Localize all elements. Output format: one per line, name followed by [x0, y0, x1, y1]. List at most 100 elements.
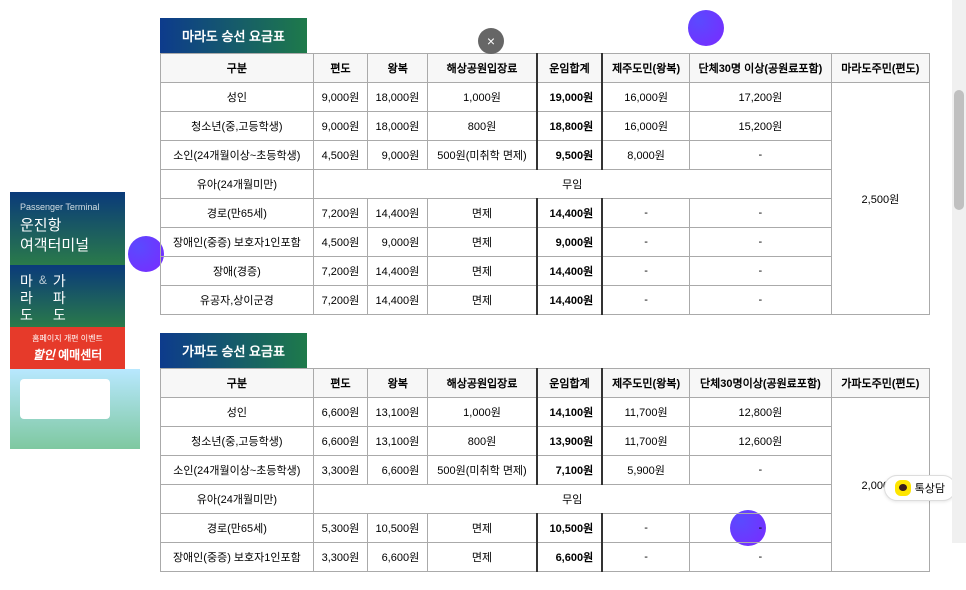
scrollbar[interactable] — [952, 0, 966, 543]
cell-jeju: 11,700원 — [602, 427, 689, 456]
dest-amp: & — [39, 273, 47, 287]
table-row: 소인(24개월이상~초등학생)4,500원9,000원500원(미취학 면제)9… — [161, 141, 930, 170]
cell-group: - — [689, 141, 831, 170]
cell-jeju: 5,900원 — [602, 456, 689, 485]
table-row: 성인9,000원18,000원1,000원19,000원16,000원17,20… — [161, 83, 930, 112]
cell-group: - — [689, 543, 831, 572]
scrollbar-thumb[interactable] — [954, 90, 964, 210]
cell-oneway: 3,300원 — [313, 456, 368, 485]
cell-category: 장애인(중증) 보호자1인포함 — [161, 543, 314, 572]
cell-park: 면제 — [428, 286, 537, 315]
cell-oneway: 7,200원 — [313, 286, 368, 315]
col-oneway: 편도 — [313, 54, 368, 83]
col-resident: 가파도주민(편도) — [831, 369, 929, 398]
cell-jeju: - — [602, 228, 689, 257]
col-round: 왕복 — [368, 54, 428, 83]
cell-free: 무임 — [313, 485, 831, 514]
cell-round: 13,100원 — [368, 427, 428, 456]
cell-total: 14,400원 — [537, 199, 602, 228]
cell-group: 12,800원 — [689, 398, 831, 427]
cell-jeju: 16,000원 — [602, 83, 689, 112]
main-content: 마라도 승선 요금표 구분 편도 왕복 해상공원입장료 운임합계 제주도민(왕복… — [160, 18, 930, 590]
table-row: 유공자,상이군경7,200원14,400원면제14,400원-- — [161, 286, 930, 315]
cell-group: - — [689, 514, 831, 543]
event-main-text: 할인 예매센터 — [14, 346, 121, 363]
cell-oneway: 3,300원 — [313, 543, 368, 572]
table-row: 소인(24개월이상~초등학생)3,300원6,600원500원(미취학 면제)7… — [161, 456, 930, 485]
col-park: 해상공원입장료 — [428, 54, 537, 83]
cell-category: 성인 — [161, 83, 314, 112]
cell-round: 18,000원 — [368, 112, 428, 141]
cell-oneway: 5,300원 — [313, 514, 368, 543]
cell-group: - — [689, 257, 831, 286]
col-round: 왕복 — [368, 369, 428, 398]
col-jeju: 제주도민(왕복) — [602, 54, 689, 83]
col-total: 운임합계 — [537, 369, 602, 398]
cell-jeju: - — [602, 257, 689, 286]
cell-round: 18,000원 — [368, 83, 428, 112]
decoration-bubble — [128, 236, 164, 272]
table-header-row: 구분 편도 왕복 해상공원입장료 운임합계 제주도민(왕복) 단체30명이상(공… — [161, 369, 930, 398]
cell-round: 9,000원 — [368, 228, 428, 257]
sidebar-en-label: Passenger Terminal — [20, 202, 115, 212]
cell-total: 9,000원 — [537, 228, 602, 257]
cell-park: 면제 — [428, 514, 537, 543]
kakao-icon — [895, 480, 911, 496]
cell-category: 성인 — [161, 398, 314, 427]
table-row: 유아(24개월미만)무임 — [161, 485, 930, 514]
close-icon: × — [487, 33, 495, 49]
cell-round: 14,400원 — [368, 257, 428, 286]
cell-round: 13,100원 — [368, 398, 428, 427]
cell-jeju: 16,000원 — [602, 112, 689, 141]
cell-category: 유공자,상이군경 — [161, 286, 314, 315]
sidebar-event-banner[interactable]: 홈페이지 개편 이벤트 할인 예매센터 — [10, 327, 125, 369]
cell-park: 1,000원 — [428, 398, 537, 427]
cell-jeju: - — [602, 199, 689, 228]
table-row: 성인6,600원13,100원1,000원14,100원11,700원12,80… — [161, 398, 930, 427]
table-row: 경로(만65세)7,200원14,400원면제14,400원-- — [161, 199, 930, 228]
cell-park: 면제 — [428, 228, 537, 257]
cell-park: 800원 — [428, 112, 537, 141]
gapado-fare-table: 구분 편도 왕복 해상공원입장료 운임합계 제주도민(왕복) 단체30명이상(공… — [160, 368, 930, 572]
cell-round: 6,600원 — [368, 456, 428, 485]
cell-category: 유아(24개월미만) — [161, 485, 314, 514]
cell-park: 면제 — [428, 257, 537, 286]
col-category: 구분 — [161, 54, 314, 83]
col-group: 단체30명 이상(공원료포함) — [689, 54, 831, 83]
close-button[interactable]: × — [478, 28, 504, 54]
cell-category: 소인(24개월이상~초등학생) — [161, 141, 314, 170]
dest-gapado: 가파도 — [53, 273, 66, 323]
cell-group: - — [689, 456, 831, 485]
cell-group: 12,600원 — [689, 427, 831, 456]
cell-oneway: 7,200원 — [313, 199, 368, 228]
cell-category: 경로(만65세) — [161, 199, 314, 228]
table-row: 장애인(중증) 보호자1인포함3,300원6,600원면제6,600원-- — [161, 543, 930, 572]
cell-total: 18,800원 — [537, 112, 602, 141]
table-row: 청소년(중,고등학생)9,000원18,000원800원18,800원16,00… — [161, 112, 930, 141]
cell-jeju: - — [602, 543, 689, 572]
cell-round: 9,000원 — [368, 141, 428, 170]
sidebar-destinations: 마라도 & 가파도 — [10, 265, 125, 327]
cell-total: 14,400원 — [537, 286, 602, 315]
sidebar-ship-image — [10, 369, 140, 449]
chat-button[interactable]: 톡상담 — [884, 475, 956, 501]
table2-title: 가파도 승선 요금표 — [160, 333, 307, 368]
cell-total: 13,900원 — [537, 427, 602, 456]
col-jeju: 제주도민(왕복) — [602, 369, 689, 398]
marado-fare-table: 구분 편도 왕복 해상공원입장료 운임합계 제주도민(왕복) 단체30명 이상(… — [160, 53, 930, 315]
cell-total: 9,500원 — [537, 141, 602, 170]
cell-total: 14,400원 — [537, 257, 602, 286]
cell-group: 15,200원 — [689, 112, 831, 141]
table-row: 장애(경증)7,200원14,400원면제14,400원-- — [161, 257, 930, 286]
cell-group: 17,200원 — [689, 83, 831, 112]
sidebar-title: 운진항 여객터미널 — [20, 216, 115, 255]
cell-category: 경로(만65세) — [161, 514, 314, 543]
cell-park: 500원(미취학 면제) — [428, 456, 537, 485]
cell-park: 800원 — [428, 427, 537, 456]
table-row: 장애인(중증) 보호자1인포함4,500원9,000원면제9,000원-- — [161, 228, 930, 257]
event-small-text: 홈페이지 개편 이벤트 — [14, 333, 121, 344]
cell-oneway: 6,600원 — [313, 398, 368, 427]
cell-park: 면제 — [428, 543, 537, 572]
sidebar: Passenger Terminal 운진항 여객터미널 마라도 & 가파도 홈… — [10, 192, 125, 449]
col-park: 해상공원입장료 — [428, 369, 537, 398]
